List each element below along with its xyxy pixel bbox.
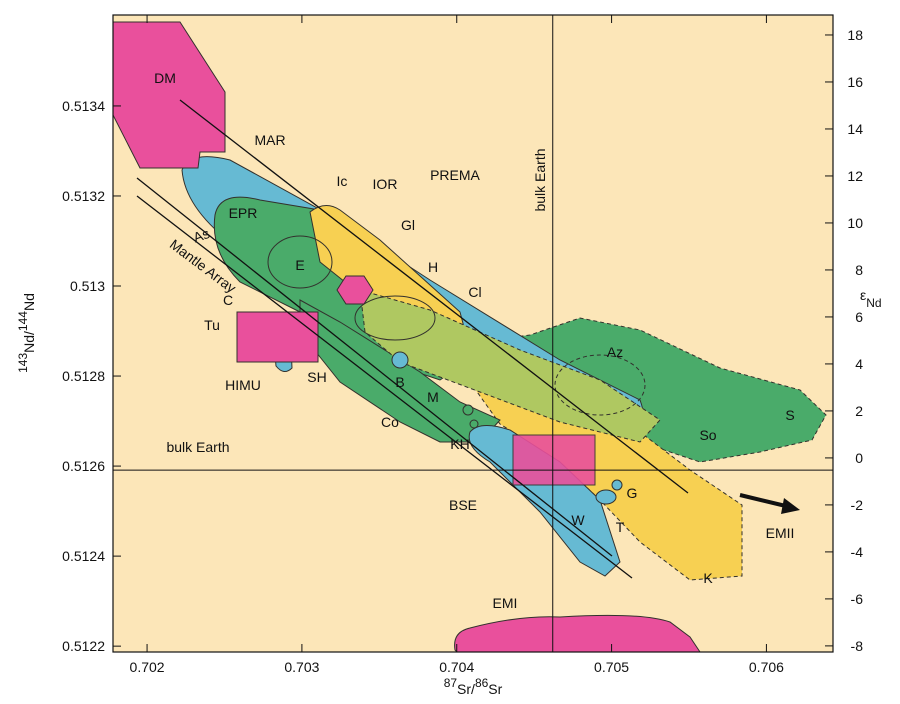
annotation: HIMU bbox=[225, 377, 261, 393]
y2-axis-title-part: Nd bbox=[866, 296, 881, 310]
y2-tick-label: -2 bbox=[851, 497, 864, 513]
y2-axis-title-part: ε bbox=[860, 287, 866, 303]
annotation: Ic bbox=[337, 173, 348, 189]
annotation: G bbox=[627, 485, 638, 501]
annotation: Co bbox=[381, 414, 399, 430]
annotation: MAR bbox=[254, 132, 285, 148]
mantle-array-line bbox=[136, 177, 613, 557]
field-kh bbox=[469, 419, 479, 429]
y2-tick-label: -4 bbox=[851, 544, 864, 560]
field-kh bbox=[462, 404, 474, 416]
annotation: W bbox=[571, 512, 585, 528]
annotation: B bbox=[395, 374, 404, 390]
y-tick-label: 0.5128 bbox=[62, 368, 105, 384]
field-bse bbox=[512, 434, 596, 486]
y2-axis-title: εNd bbox=[860, 287, 882, 310]
y-tick-label: 0.513 bbox=[70, 278, 105, 294]
field-w bbox=[468, 425, 621, 577]
x-axis-title: 87Sr/86Sr bbox=[444, 676, 503, 697]
field-b bbox=[391, 351, 409, 369]
annotation: EPR bbox=[229, 205, 258, 221]
field-t bbox=[595, 489, 617, 505]
y2-tick-label: 2 bbox=[855, 403, 863, 419]
x-axis-title-part: Sr bbox=[488, 681, 502, 697]
y2-tick-label: 16 bbox=[847, 74, 863, 90]
annotation: H bbox=[428, 259, 438, 275]
annotation: bulk Earth bbox=[166, 439, 229, 455]
y-tick-label: 0.5132 bbox=[62, 188, 105, 204]
field-emi bbox=[454, 614, 701, 653]
field-dm bbox=[112, 21, 226, 169]
plot-frame bbox=[112, 14, 834, 653]
y-tick-label: 0.5122 bbox=[62, 638, 105, 654]
annotation: Tu bbox=[204, 317, 220, 333]
annotation: EMII bbox=[766, 525, 795, 541]
annotation: M bbox=[427, 389, 439, 405]
annotation: Gl bbox=[401, 217, 415, 233]
y2-tick-label: 6 bbox=[855, 309, 863, 325]
field-g bbox=[611, 479, 623, 491]
y-axis-title-part: Nd/ bbox=[21, 331, 37, 353]
y2-tick-label: -6 bbox=[851, 591, 864, 607]
trend-lines bbox=[136, 99, 689, 579]
annotation: PREMA bbox=[430, 167, 480, 183]
mantle-array-line bbox=[136, 195, 633, 579]
field-himu bbox=[236, 311, 319, 363]
annotation: Cl bbox=[468, 284, 481, 300]
y-tick-label: 0.5134 bbox=[62, 98, 105, 114]
y-tick-label: 0.5126 bbox=[62, 458, 105, 474]
field-olive bbox=[359, 289, 661, 443]
annotation: E bbox=[295, 257, 304, 273]
x-axis-title-part: 87 bbox=[444, 676, 458, 690]
x-tick-label: 0.702 bbox=[130, 659, 165, 675]
annotation: T bbox=[616, 519, 625, 535]
annotation: KH bbox=[450, 436, 469, 452]
arrow bbox=[739, 493, 791, 509]
field-prema bbox=[336, 275, 374, 305]
y2-tick-label: 0 bbox=[855, 450, 863, 466]
y2-tick-label: 12 bbox=[847, 168, 863, 184]
x-tick-label: 0.706 bbox=[749, 659, 784, 675]
y2-tick-label: 18 bbox=[847, 27, 863, 43]
annotation: SH bbox=[307, 369, 326, 385]
x-tick-label: 0.704 bbox=[439, 659, 474, 675]
annotation: K bbox=[703, 570, 713, 586]
trend-line bbox=[179, 99, 689, 494]
y-axis-title-part: 143 bbox=[16, 353, 30, 373]
annotation: DM bbox=[154, 70, 176, 86]
annotation: EMI bbox=[493, 595, 518, 611]
annotation: BSE bbox=[449, 497, 477, 513]
annotation: As bbox=[191, 225, 212, 246]
y-tick-label: 0.5124 bbox=[62, 548, 105, 564]
x-axis-title-part: 86 bbox=[475, 676, 489, 690]
field-cl bbox=[354, 295, 436, 341]
annotation: So bbox=[699, 427, 716, 443]
annotation: C bbox=[223, 292, 233, 308]
y2-tick-label: 8 bbox=[855, 262, 863, 278]
x-axis-title-part: Sr/ bbox=[457, 681, 475, 697]
fields bbox=[112, 21, 827, 653]
y-axis-title-part: Nd bbox=[21, 293, 37, 311]
y-axis-title-part: 144 bbox=[16, 311, 30, 331]
y2-tick-label: 14 bbox=[847, 121, 863, 137]
annotation: S bbox=[785, 407, 794, 423]
annotation: IOR bbox=[373, 176, 398, 192]
y2-tick-label: 4 bbox=[855, 356, 863, 372]
field-az bbox=[554, 354, 646, 416]
annotation: Az bbox=[607, 344, 623, 360]
arrow-head bbox=[781, 498, 800, 514]
y2-tick-label: -8 bbox=[851, 638, 864, 654]
field-e bbox=[267, 235, 333, 289]
x-tick-label: 0.705 bbox=[594, 659, 629, 675]
x-tick-label: 0.703 bbox=[284, 659, 319, 675]
y-axis-title: 143Nd/144Nd bbox=[16, 293, 37, 373]
annotation: bulk Earth bbox=[532, 148, 548, 211]
y2-tick-label: 10 bbox=[847, 215, 863, 231]
